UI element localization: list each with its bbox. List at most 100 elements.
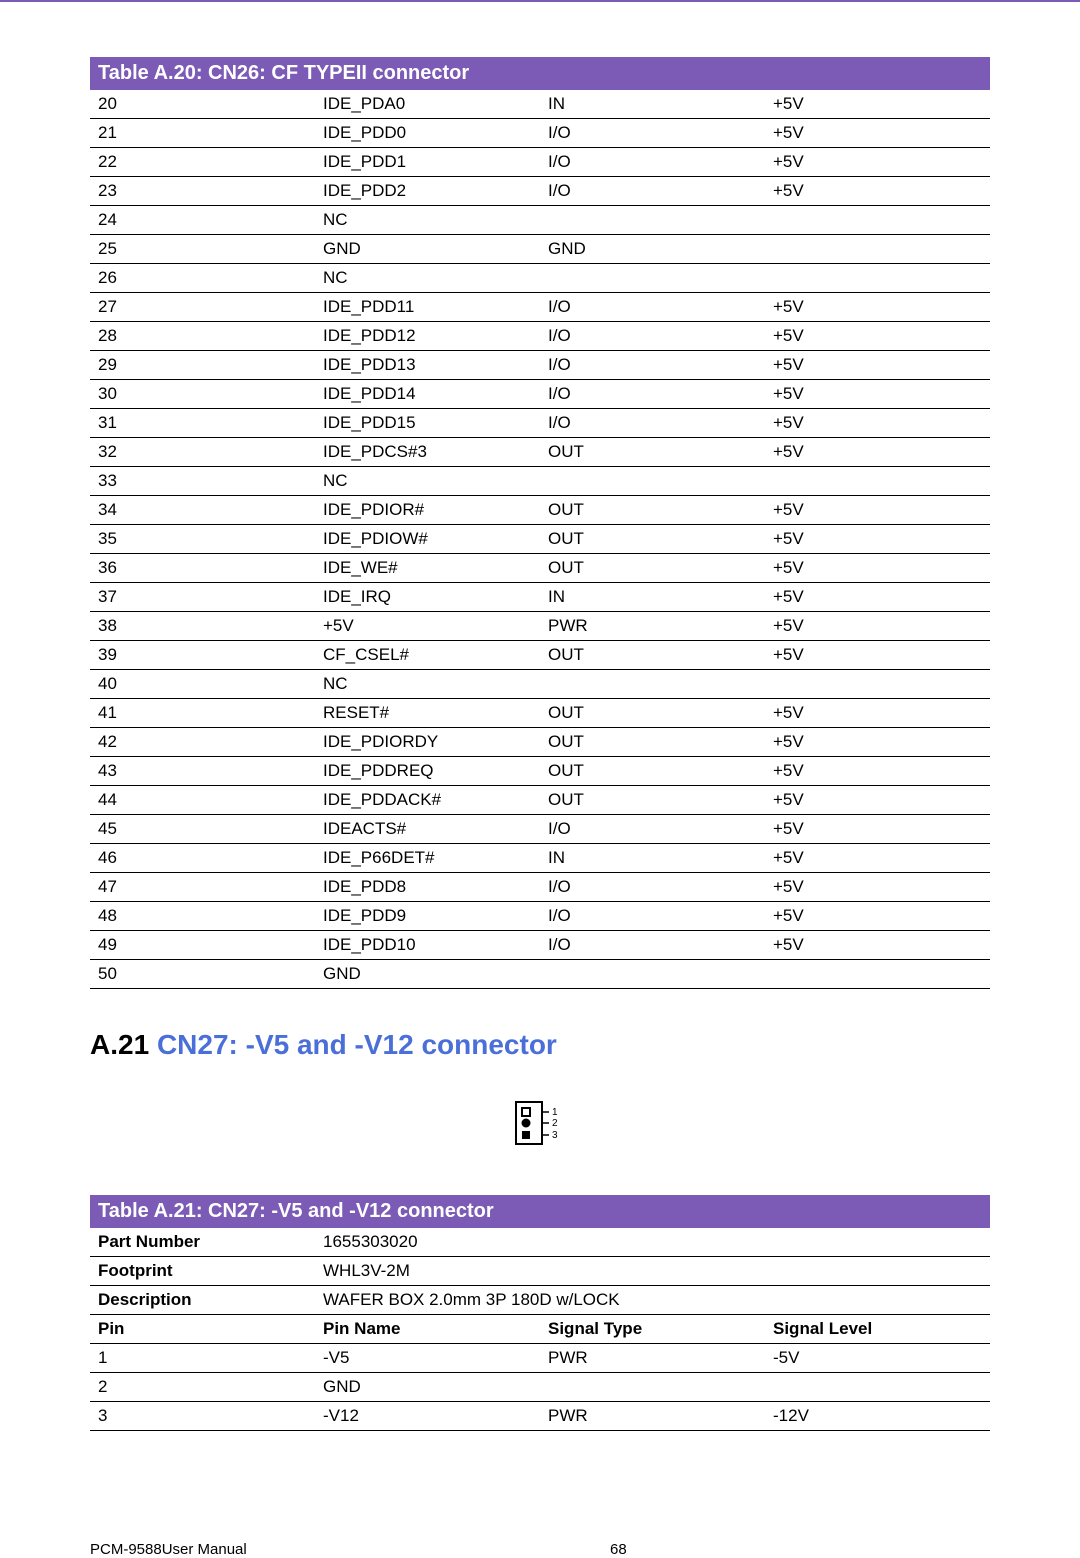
cell-pin: 45 <box>90 815 315 844</box>
description-label: Description <box>90 1286 315 1315</box>
cell-name: IDEACTS# <box>315 815 540 844</box>
cell-name: IDE_PDD14 <box>315 380 540 409</box>
cell-type <box>540 960 765 989</box>
cell-level: -5V <box>765 1344 990 1373</box>
table-row: 2GND <box>90 1373 990 1402</box>
svg-text:1: 1 <box>552 1107 558 1118</box>
cell-name: IDE_PDD10 <box>315 931 540 960</box>
table-row: 35IDE_PDIOW#OUT+5V <box>90 525 990 554</box>
cell-level: +5V <box>765 641 990 670</box>
cell-pin: 47 <box>90 873 315 902</box>
cell-level: +5V <box>765 612 990 641</box>
cell-level: +5V <box>765 90 990 119</box>
table-a21-title: Table A.21: CN27: -V5 and -V12 connector <box>90 1195 990 1228</box>
cell-name: IDE_PDIOR# <box>315 496 540 525</box>
cell-name: NC <box>315 264 540 293</box>
table-row: 38+5VPWR+5V <box>90 612 990 641</box>
cell-pin: 37 <box>90 583 315 612</box>
cell-name: GND <box>315 1373 540 1402</box>
cell-level: +5V <box>765 119 990 148</box>
cell-type: IN <box>540 90 765 119</box>
footprint-label: Footprint <box>90 1257 315 1286</box>
table-row: 34IDE_PDIOR#OUT+5V <box>90 496 990 525</box>
table-a21-column-headers: Pin Pin Name Signal Type Signal Level <box>90 1315 990 1344</box>
cell-level: +5V <box>765 322 990 351</box>
table-row: 36IDE_WE#OUT+5V <box>90 554 990 583</box>
table-row: 3-V12PWR-12V <box>90 1402 990 1431</box>
cell-type: IN <box>540 844 765 873</box>
cell-pin: 22 <box>90 148 315 177</box>
table-row: 49IDE_PDD10I/O+5V <box>90 931 990 960</box>
cell-name: IDE_PDIORDY <box>315 728 540 757</box>
table-row: 20IDE_PDA0IN+5V <box>90 90 990 119</box>
cell-type <box>540 1373 765 1402</box>
table-row: 23IDE_PDD2I/O+5V <box>90 177 990 206</box>
cell-pin: 28 <box>90 322 315 351</box>
part-number-label: Part Number <box>90 1228 315 1257</box>
cell-type: GND <box>540 235 765 264</box>
cell-pin: 23 <box>90 177 315 206</box>
cell-name: -V12 <box>315 1402 540 1431</box>
table-row: 43IDE_PDDREQOUT+5V <box>90 757 990 786</box>
cell-name: GND <box>315 960 540 989</box>
cell-name: +5V <box>315 612 540 641</box>
cell-type: IN <box>540 583 765 612</box>
cell-name: NC <box>315 467 540 496</box>
section-a21-heading: A.21 CN27: -V5 and -V12 connector <box>90 1029 990 1061</box>
col-pin-header: Pin <box>90 1315 315 1344</box>
cell-pin: 2 <box>90 1373 315 1402</box>
svg-text:2: 2 <box>552 1118 558 1129</box>
cell-type: OUT <box>540 525 765 554</box>
svg-text:3: 3 <box>552 1130 558 1141</box>
cell-level: -12V <box>765 1402 990 1431</box>
cell-level: +5V <box>765 148 990 177</box>
cell-pin: 50 <box>90 960 315 989</box>
cell-pin: 42 <box>90 728 315 757</box>
cell-level: +5V <box>765 699 990 728</box>
cell-pin: 34 <box>90 496 315 525</box>
cell-level: +5V <box>765 583 990 612</box>
cell-pin: 24 <box>90 206 315 235</box>
cell-type <box>540 670 765 699</box>
cell-pin: 32 <box>90 438 315 467</box>
cell-level: +5V <box>765 554 990 583</box>
cell-name: IDE_PDD8 <box>315 873 540 902</box>
cell-type: I/O <box>540 931 765 960</box>
table-row: 48IDE_PDD9I/O+5V <box>90 902 990 931</box>
cell-pin: 29 <box>90 351 315 380</box>
cell-type: OUT <box>540 728 765 757</box>
table-row: 31IDE_PDD15I/O+5V <box>90 409 990 438</box>
table-row: 44IDE_PDDACK#OUT+5V <box>90 786 990 815</box>
table-row: 41RESET#OUT+5V <box>90 699 990 728</box>
section-title: CN27: -V5 and -V12 connector <box>157 1029 557 1060</box>
cell-level <box>765 1373 990 1402</box>
cell-name: NC <box>315 670 540 699</box>
table-row: 39CF_CSEL#OUT+5V <box>90 641 990 670</box>
cell-name: IDE_PDD9 <box>315 902 540 931</box>
cell-type: OUT <box>540 554 765 583</box>
cell-level: +5V <box>765 496 990 525</box>
description-value: WAFER BOX 2.0mm 3P 180D w/LOCK <box>315 1286 990 1315</box>
cell-level: +5V <box>765 873 990 902</box>
cell-level: +5V <box>765 728 990 757</box>
cell-name: IDE_IRQ <box>315 583 540 612</box>
cell-level <box>765 264 990 293</box>
cell-type: I/O <box>540 148 765 177</box>
cell-level <box>765 960 990 989</box>
cell-pin: 40 <box>90 670 315 699</box>
table-a20-header: Table A.20: CN26: CF TYPEII connector <box>90 57 990 90</box>
table-row: 26NC <box>90 264 990 293</box>
table-row: 25GNDGND <box>90 235 990 264</box>
cell-name: IDE_WE# <box>315 554 540 583</box>
cell-level: +5V <box>765 525 990 554</box>
table-row: 45IDEACTS#I/O+5V <box>90 815 990 844</box>
cell-name: IDE_PDD2 <box>315 177 540 206</box>
cell-type: I/O <box>540 815 765 844</box>
cell-type: I/O <box>540 409 765 438</box>
cell-type: I/O <box>540 119 765 148</box>
cell-pin: 31 <box>90 409 315 438</box>
cell-type <box>540 206 765 235</box>
cell-pin: 30 <box>90 380 315 409</box>
cell-type: PWR <box>540 1344 765 1373</box>
cell-name: IDE_PDDREQ <box>315 757 540 786</box>
